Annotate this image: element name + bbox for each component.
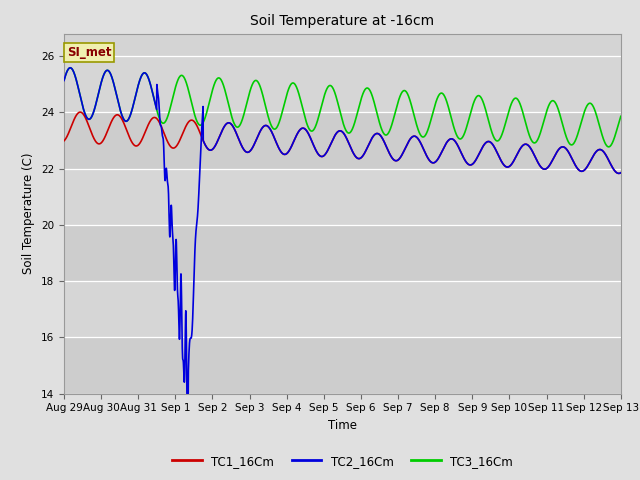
Bar [64,112,621,168]
Bar [64,168,621,225]
Bar [64,281,621,337]
Title: Soil Temperature at -16cm: Soil Temperature at -16cm [250,14,435,28]
Bar [64,337,621,394]
Legend: TC1_16Cm, TC2_16Cm, TC3_16Cm: TC1_16Cm, TC2_16Cm, TC3_16Cm [167,450,518,472]
Bar [64,225,621,281]
Bar [64,56,621,112]
Text: SI_met: SI_met [67,46,111,59]
X-axis label: Time: Time [328,419,357,432]
Y-axis label: Soil Temperature (C): Soil Temperature (C) [22,153,35,275]
